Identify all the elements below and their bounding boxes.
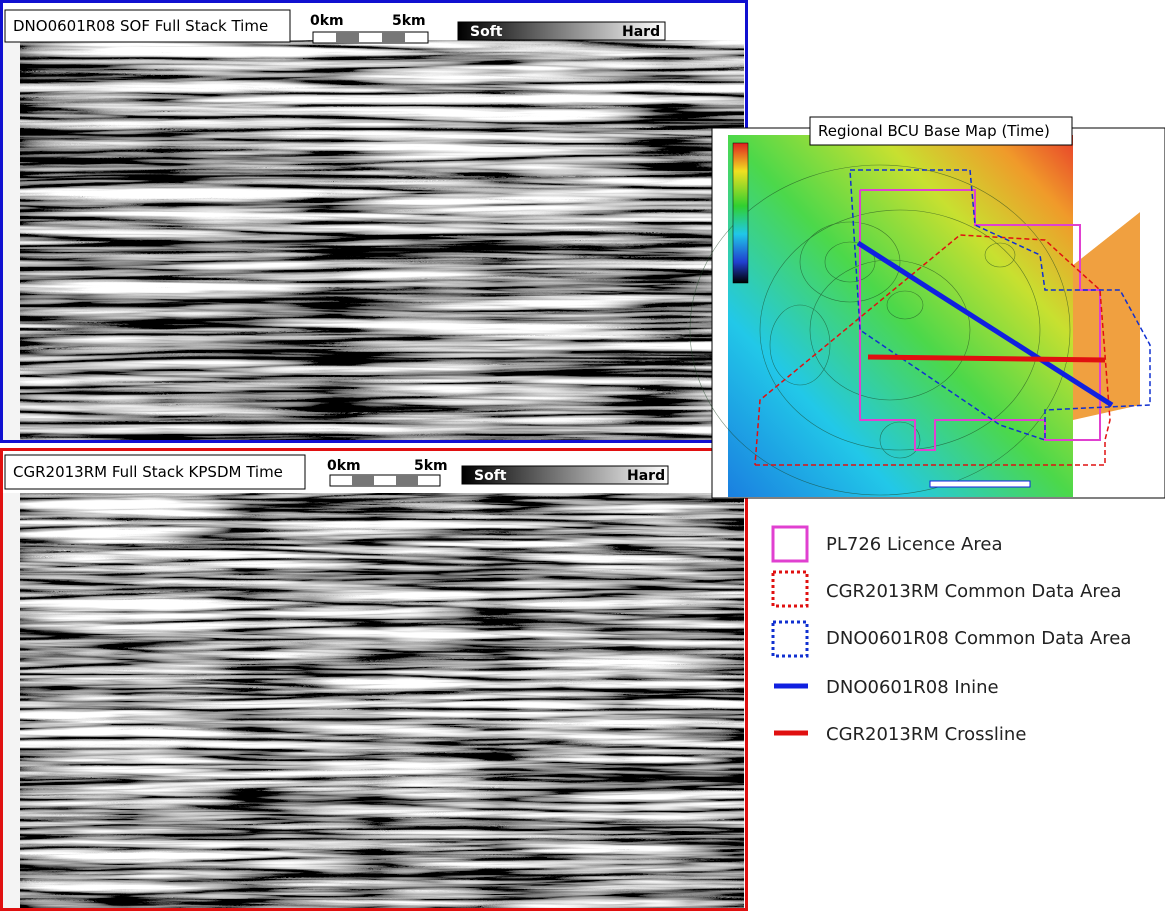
legend-label: DNO0601R08 Inine (826, 677, 999, 698)
legend-label: DNO0601R08 Common Data Area (826, 628, 1131, 649)
seismic-section (20, 493, 744, 909)
base-map: Regional BCU Base Map (Time) (690, 117, 1165, 498)
axis-strip (3, 493, 20, 909)
top-panel: DNO0601R08 SOF Full Stack Time 0km 5km S… (2, 2, 747, 442)
scale-start: 0km (327, 458, 361, 474)
soft-label: Soft (474, 468, 507, 484)
color-bar (733, 143, 748, 283)
scale-bar (313, 32, 428, 43)
panel-title: DNO0601R08 SOF Full Stack Time (13, 17, 268, 35)
scale-end: 5km (414, 458, 448, 474)
legend-label: CGR2013RM Common Data Area (826, 581, 1122, 602)
scale-end: 5km (392, 13, 426, 29)
soft-label: Soft (470, 24, 503, 40)
legend-swatch (773, 527, 807, 561)
hard-label: Hard (622, 24, 660, 40)
scale-bar (330, 475, 440, 486)
seismic-section (20, 40, 744, 440)
map-title: Regional BCU Base Map (Time) (818, 122, 1050, 140)
legend-label: PL726 Licence Area (826, 534, 1002, 555)
scale-start: 0km (310, 13, 344, 29)
map-scale (930, 481, 1030, 487)
hard-label: Hard (627, 468, 665, 484)
legend-swatch (773, 622, 807, 656)
axis-strip (3, 40, 20, 440)
panel-title: CGR2013RM Full Stack KPSDM Time (13, 463, 283, 481)
figure: DNO0601R08 SOF Full Stack Time 0km 5km S… (0, 0, 1165, 911)
legend: PL726 Licence Area CGR2013RM Common Data… (773, 527, 1131, 745)
bottom-panel: CGR2013RM Full Stack KPSDM Time 0km 5km … (2, 450, 747, 910)
legend-label: CGR2013RM Crossline (826, 724, 1026, 745)
legend-swatch (773, 572, 807, 606)
crossline (868, 357, 1105, 360)
